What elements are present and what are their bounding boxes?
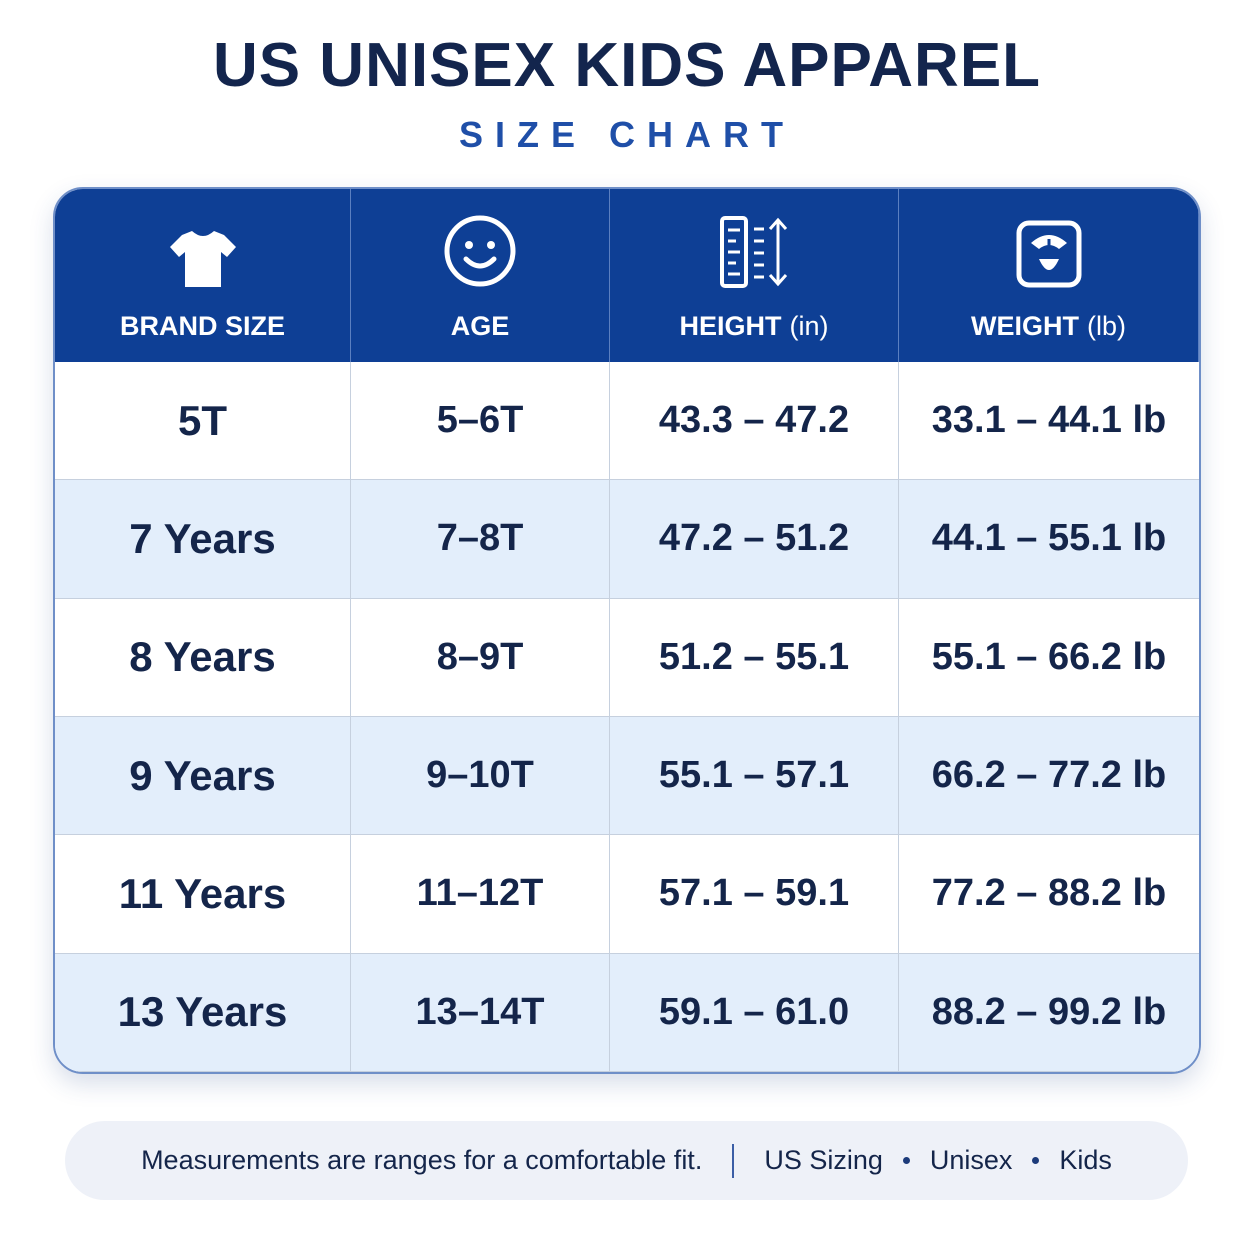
table-cell: 44.1 – 55.1 lb xyxy=(899,480,1199,599)
table-cell: 13–14T xyxy=(351,953,610,1072)
table-cell: 8 Years xyxy=(55,598,351,717)
table-cell: 9–10T xyxy=(351,717,610,836)
column-unit: (in) xyxy=(789,311,829,341)
column-label-group: WEIGHT (lb) xyxy=(971,311,1126,342)
table-cell: 13 Years xyxy=(55,953,351,1072)
table-cell: 47.2 – 51.2 xyxy=(610,480,899,599)
column-label: BRAND SIZE xyxy=(119,311,285,341)
table-cell: 51.2 – 55.1 xyxy=(610,598,899,717)
ruler-icon xyxy=(720,216,788,288)
table-cell: 43.3 – 47.2 xyxy=(610,362,899,481)
separator-dot xyxy=(902,1157,910,1164)
column-label: AGE xyxy=(450,311,510,341)
table-cell: 59.1 – 61.0 xyxy=(610,953,899,1072)
face-icon xyxy=(444,215,516,287)
table-cell: 5T xyxy=(55,362,351,481)
table-cell: 55.1 – 66.2 lb xyxy=(899,599,1199,717)
separator-dot xyxy=(1032,1157,1040,1164)
footer-note: Measurements are ranges for a comfortabl… xyxy=(141,1145,703,1175)
column-header: WEIGHT (lb) xyxy=(899,189,1199,362)
footer-tag: Unisex xyxy=(929,1145,1013,1175)
table-cell: 57.1 – 59.1 xyxy=(610,835,899,954)
table-cell: 88.2 – 99.2 lb xyxy=(899,953,1199,1072)
table-cell: 33.1 – 44.1 lb xyxy=(899,362,1199,481)
footer-tag: US Sizing xyxy=(764,1145,883,1175)
table-cell: 8–9T xyxy=(351,598,610,717)
shirt-icon xyxy=(169,231,236,287)
column-unit: (lb) xyxy=(1087,311,1126,341)
column-label: WEIGHT xyxy=(971,311,1079,341)
scale-icon xyxy=(1016,220,1081,288)
title: US UNISEX KIDS APPAREL xyxy=(212,31,1042,100)
column-label: HEIGHT xyxy=(679,311,782,341)
column-header: AGE xyxy=(351,189,610,362)
table-cell: 7 Years xyxy=(55,480,351,599)
column-label-group: HEIGHT (in) xyxy=(679,311,828,342)
table-cell: 55.1 – 57.1 xyxy=(610,717,899,836)
table-cell: 77.2 – 88.2 lb xyxy=(899,835,1199,954)
footer-tag: Kids xyxy=(1059,1145,1112,1175)
table-cell: 7–8T xyxy=(351,480,610,599)
footer: Measurements are ranges for a comfortabl… xyxy=(65,1121,1188,1200)
table-cell: 11 Years xyxy=(55,835,351,954)
table-cell: 11–12T xyxy=(351,835,610,954)
column-header: HEIGHT (in) xyxy=(610,189,899,362)
table-cell: 66.2 – 77.2 lb xyxy=(899,717,1199,836)
subtitle: SIZE CHART xyxy=(459,114,795,155)
table-cell: 9 Years xyxy=(55,717,351,836)
size-table: BRAND SIZE AGE HEIGHT (in) WEIGHT (lb) 5T 5… xyxy=(53,187,1201,1074)
table-cell: 5–6T xyxy=(351,362,610,481)
divider xyxy=(732,1143,735,1178)
column-header: BRAND SIZE xyxy=(55,189,351,362)
